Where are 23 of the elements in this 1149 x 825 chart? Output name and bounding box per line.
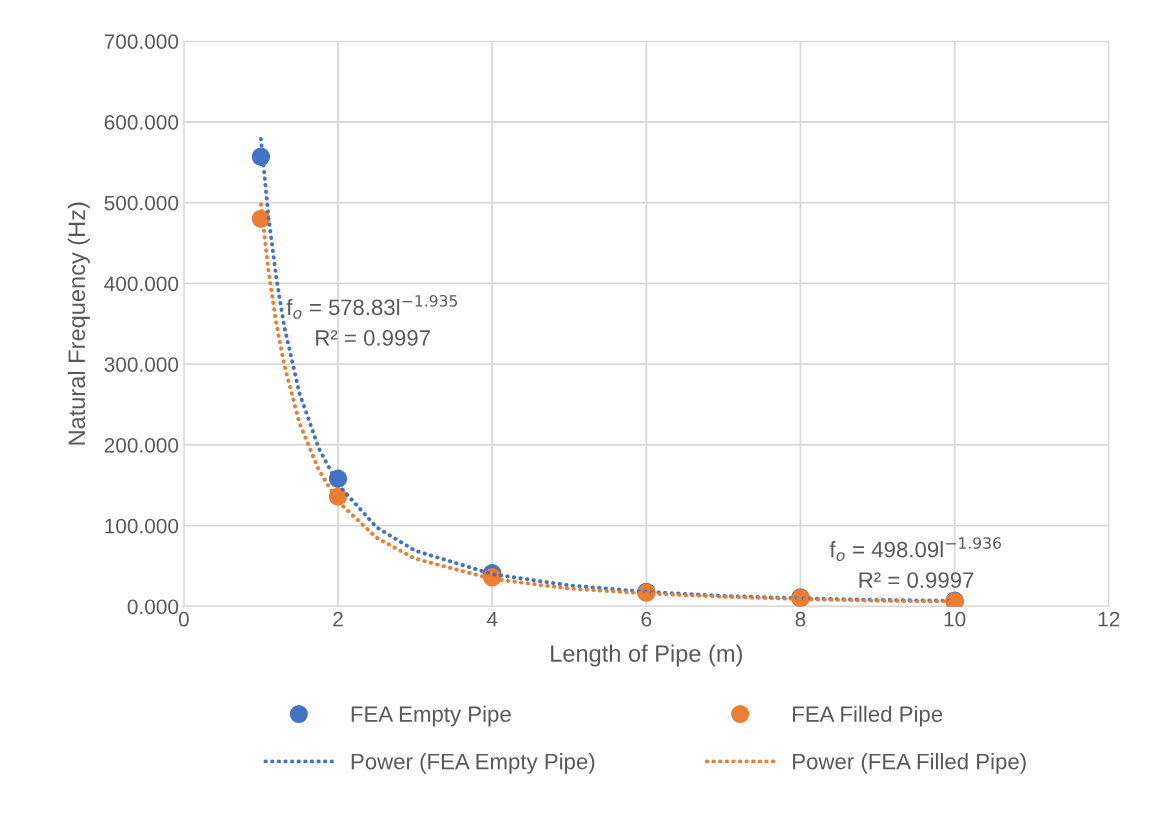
x-tick-label: 12 [1098, 611, 1120, 627]
x-tick-label: 8 [795, 611, 806, 627]
y-axis-title: Natural Frequency (Hz) [67, 202, 90, 445]
legend-label: FEA Empty Pipe [351, 705, 511, 727]
legend-label: FEA Filled Pipe [793, 705, 943, 727]
x-tick-label: 10 [944, 611, 966, 627]
y-tick-label: 300.000 [104, 357, 179, 372]
legend-label: Power (FEA Empty Pipe) [351, 753, 595, 774]
x-axis-title: Length of Pipe (m) [551, 644, 742, 667]
text: f$_{o}$ = 578.83l$^{−1.935}$ R² = 0.9997 [286, 294, 458, 346]
y-tick-label: 100.000 [105, 518, 179, 534]
x-tick-label: 2 [333, 611, 343, 627]
text: f$_{o}$ = 498.09l$^{−1.936}$ R² = 0.9997 [829, 537, 1001, 588]
y-tick-label: 700.000 [104, 34, 179, 49]
y-tick-label: 500.000 [104, 195, 179, 211]
y-tick-label: 0.000 [127, 599, 179, 615]
legend-label: Power (FEA Filled Pipe) [793, 753, 1026, 774]
x-tick-label: 0 [178, 611, 189, 627]
x-tick-label: 6 [641, 611, 652, 627]
x-tick-label: 4 [486, 612, 498, 627]
y-tick-label: 600.000 [104, 114, 179, 130]
y-tick-label: 200.000 [104, 437, 179, 453]
y-tick-label: 400.000 [104, 276, 179, 292]
